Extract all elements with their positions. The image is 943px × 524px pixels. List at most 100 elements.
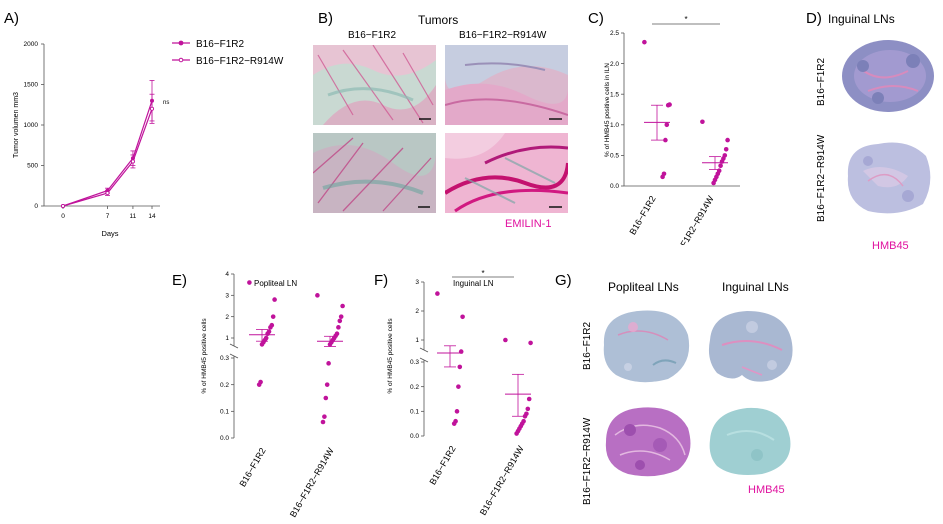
panel-b-col1: B16−F1R2 — [348, 30, 397, 41]
panel-b-col2: B16−F1R2−R914W — [459, 30, 547, 41]
panel-g-col2: Inguinal LNs — [722, 280, 789, 294]
panel-c-ytick-label: 0.0 — [610, 183, 619, 190]
panel-e-ylabel: % of HMB45 positive cells — [201, 318, 208, 394]
panel-c-ylabel: % of HMB45 positive cells in ILN — [604, 63, 611, 157]
panel-e-point — [324, 382, 330, 387]
panel-e-point — [338, 314, 344, 319]
panel-f-letter: F) — [374, 272, 389, 289]
panel-c-point — [664, 122, 670, 128]
panel-g-letter: G) — [555, 272, 572, 289]
panel-c-ytick-label: 2.0 — [610, 61, 619, 68]
panel-g-row1: B16−F1R2 — [582, 321, 593, 370]
panel-e-cat-1: B16−F1R2 — [237, 446, 267, 488]
panel-g-row2: B16−F1R2−R914W — [582, 417, 593, 505]
panel-a-xtick-label: 7 — [106, 213, 110, 220]
panel-a-ytick-label: 0 — [34, 203, 38, 210]
panel-c-cat-2: B16−F1R2−R914W — [668, 194, 716, 245]
panel-e-point — [259, 342, 265, 347]
panel-c-point — [723, 146, 729, 152]
panel-d-stain-label: HMB45 — [872, 240, 909, 252]
panel-e-point — [247, 280, 252, 285]
panel-a-point — [60, 203, 66, 209]
panel-e-ytick-label: 2 — [225, 314, 229, 321]
panel-e-ytick-label: 1 — [225, 335, 229, 342]
panel-c-point — [642, 39, 647, 45]
panel-f-ytick-label: 1 — [415, 337, 419, 344]
panel-e-point — [337, 318, 343, 324]
panel-f-ylabel: % of HMB45 positive cells — [387, 318, 394, 394]
panel-a-line-chart: 0 500 1000 1500 2000 0 7 11 14 Tumor volumen mm… — [13, 39, 284, 238]
panel-c-cat-1: B16−F1R2 — [627, 194, 657, 236]
inguinal-ln-image-f1r2 — [842, 40, 934, 112]
panel-e-point — [322, 414, 327, 419]
legend-series-2: B16−F1R2−R914W — [196, 56, 284, 67]
panel-f-scatter-chart: 0.0 0.1 0.2 0.3 1 2 3 * % of HMB45 positive ce… — [387, 269, 533, 517]
panel-f-point — [514, 431, 519, 436]
panel-e-point — [336, 325, 341, 330]
panel-a-legend: B16−F1R2 B16−F1R2−R914W — [172, 39, 284, 67]
panel-e-point — [320, 419, 326, 425]
panel-d-letter: D) — [806, 10, 822, 27]
panel-c-scatter-chart: 0.0 0.5 1.0 1.5 2.0 2.5 * % of HMB45 positive… — [604, 15, 740, 245]
popliteal-ln-image-r914w — [605, 407, 691, 477]
panel-f-point — [456, 384, 461, 389]
panel-e-cat-2: B16−F1R2−R914W — [288, 446, 336, 519]
panel-a-ns: ns — [163, 100, 169, 106]
panel-a-series-line — [62, 108, 153, 207]
panel-f-point — [454, 409, 460, 414]
panel-e-point — [340, 303, 345, 309]
panel-b-title: Tumors — [418, 13, 459, 27]
panel-f-ytick-label: 3 — [415, 279, 419, 286]
popliteal-ln-image-f1r2 — [603, 310, 690, 383]
panel-f-point — [525, 406, 531, 412]
panel-c-ytick-label: 1.5 — [610, 91, 619, 98]
panel-e-point — [272, 297, 277, 302]
panel-c-letter: C) — [588, 10, 604, 27]
panel-f-point — [503, 337, 508, 343]
panel-e-ytick-label: 0.2 — [220, 382, 229, 389]
panel-f-cat-1: B16−F1R2 — [427, 444, 457, 486]
panel-a-point — [105, 190, 110, 196]
panel-e-point — [326, 361, 331, 366]
legend-series-1: B16−F1R2 — [196, 39, 245, 50]
panel-e-point — [256, 382, 262, 387]
panel-e-point — [323, 395, 329, 401]
panel-a-xtick-label: 14 — [148, 213, 156, 220]
panel-c-point — [700, 119, 705, 125]
panel-f-point — [522, 413, 528, 419]
panel-a-series-line — [62, 100, 153, 207]
panel-c-point — [725, 137, 730, 143]
panel-c-ytick-label: 0.5 — [610, 153, 619, 160]
panel-f-cat-2: B16−F1R2−R914W — [478, 444, 526, 517]
panel-d-row1: B16−F1R2 — [816, 57, 827, 106]
panel-a-point — [130, 159, 135, 164]
panel-e-point — [315, 293, 320, 298]
panel-e-scatter-chart: 0.0 0.1 0.2 0.3 1 2 3 4 % of HMB45 positive cel… — [201, 271, 345, 519]
panel-e-ytick-label: 4 — [225, 271, 229, 278]
panel-c-ytick-label: 1.0 — [610, 122, 619, 129]
panel-f-ytick-label: 0.3 — [410, 359, 419, 366]
panel-c-point — [663, 137, 668, 143]
panel-e-point — [265, 331, 270, 337]
panel-e-ytick-label: 3 — [225, 293, 229, 300]
tumor-image-r914w-bottom — [445, 133, 568, 213]
panel-e-point — [268, 325, 273, 330]
panel-c-point — [711, 180, 716, 186]
panel-c-ytick-label: 2.5 — [610, 30, 619, 37]
panel-d-title: Inguinal LNs — [828, 12, 895, 26]
panel-d-row2: B16−F1R2−R914W — [816, 134, 827, 222]
inguinal-ln-image-g-r914w — [709, 407, 791, 475]
panel-e-title: Popliteal LN — [254, 279, 298, 288]
panel-f-ytick-label: 0.0 — [410, 433, 419, 440]
panel-e-ytick-label: 0.1 — [220, 409, 229, 416]
panel-e-letter: E) — [172, 272, 187, 289]
panel-a-ytick-label: 500 — [27, 163, 38, 170]
panel-c-point — [718, 163, 723, 169]
panel-f-point — [435, 291, 440, 296]
panel-f-ytick-label: 0.2 — [410, 384, 419, 391]
inguinal-ln-image-g-f1r2 — [708, 311, 793, 382]
panel-c-sig: * — [684, 15, 687, 24]
panel-f-point — [526, 396, 532, 402]
panel-c-point — [660, 174, 665, 180]
panel-f-ytick-label: 0.1 — [410, 409, 419, 416]
